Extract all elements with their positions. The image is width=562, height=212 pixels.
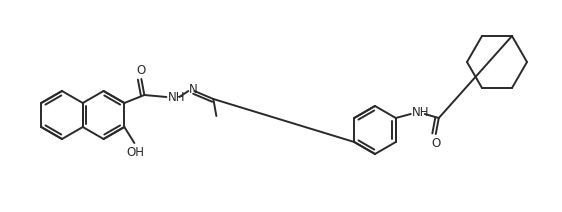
Text: O: O bbox=[431, 137, 441, 150]
Text: O: O bbox=[137, 64, 146, 77]
Text: NH: NH bbox=[169, 92, 186, 105]
Text: OH: OH bbox=[126, 146, 144, 159]
Text: N: N bbox=[189, 84, 198, 96]
Text: NH: NH bbox=[412, 106, 429, 120]
